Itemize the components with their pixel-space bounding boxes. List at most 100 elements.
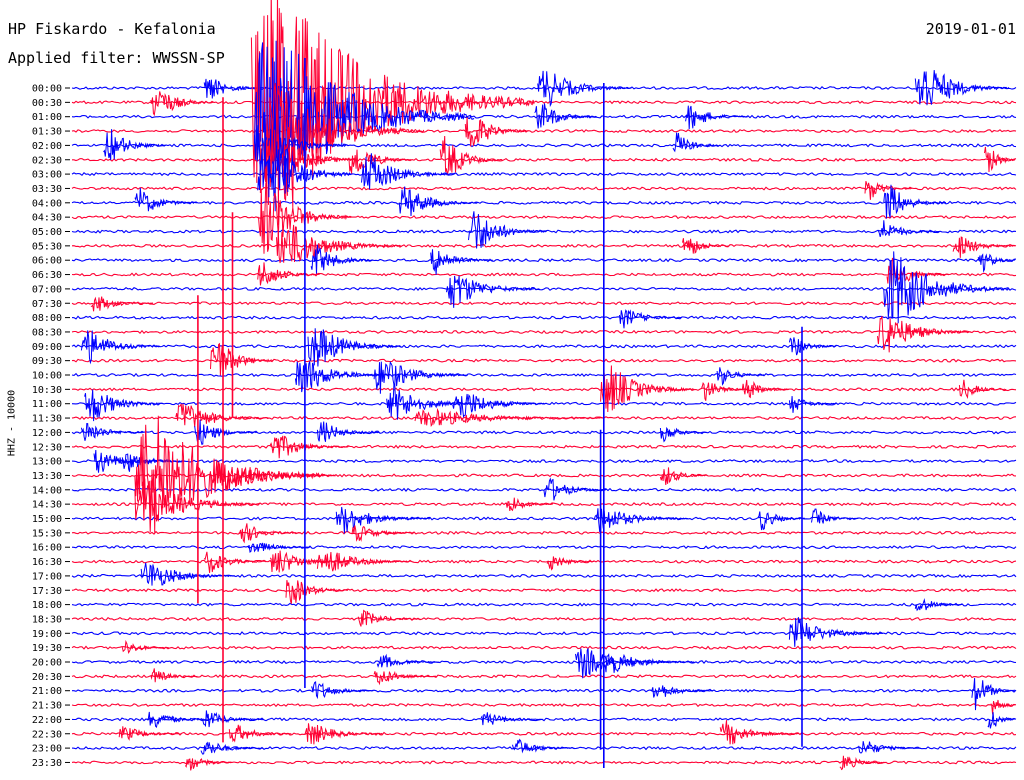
event-waveform <box>685 105 748 130</box>
event-waveform <box>254 40 475 212</box>
trace-line <box>71 487 1017 492</box>
event-waveform <box>788 617 884 647</box>
tick-label: 20:00 <box>32 658 62 669</box>
event-waveform <box>682 238 730 254</box>
tick-label: 06:00 <box>32 256 62 267</box>
event-waveform <box>877 316 972 353</box>
event-waveform <box>263 125 358 183</box>
event-waveform <box>480 712 544 726</box>
trace-line <box>71 258 1017 263</box>
tick-label: 16:00 <box>32 543 62 554</box>
event-waveform <box>600 653 695 673</box>
event-waveform <box>269 435 349 459</box>
event-waveform <box>439 135 503 175</box>
event-waveform <box>294 361 390 393</box>
trace-line <box>71 329 1017 335</box>
event-waveform <box>546 556 594 571</box>
channel-label: HHZ - 10000 <box>6 389 18 457</box>
tick-label: 11:00 <box>32 399 62 410</box>
event-waveform <box>505 497 554 512</box>
trace-line <box>71 344 1017 349</box>
tick-label: 17:00 <box>32 571 62 582</box>
tick-label: 05:30 <box>32 241 62 252</box>
event-waveform <box>90 296 154 312</box>
event-waveform <box>247 542 311 553</box>
tick-label: 22:00 <box>32 715 62 726</box>
trace-line <box>71 659 1017 665</box>
event-waveform <box>757 511 806 531</box>
seismic-events <box>80 0 1016 771</box>
tick-label: 00:30 <box>32 98 62 109</box>
tick-label: 02:30 <box>32 155 62 166</box>
event-waveform <box>672 132 721 153</box>
trace-line <box>71 473 1017 478</box>
trace-line <box>71 301 1017 306</box>
event-waveform <box>839 755 887 771</box>
tick-label: 16:30 <box>32 557 62 568</box>
trace-line <box>71 186 1017 191</box>
event-waveform <box>883 184 947 219</box>
tick-label: 10:00 <box>32 371 62 382</box>
tick-label: 10:30 <box>32 385 62 396</box>
event-waveform <box>351 525 415 542</box>
event-waveform <box>386 383 481 420</box>
tick-label: 07:30 <box>32 299 62 310</box>
event-waveform <box>150 91 214 117</box>
tick-label: 19:00 <box>32 629 62 640</box>
tick-label: 07:00 <box>32 284 62 295</box>
event-waveform <box>203 551 267 573</box>
trace-line <box>71 602 1017 607</box>
trace-line <box>71 645 1017 650</box>
trace-line <box>71 243 1017 248</box>
event-waveform <box>619 309 682 329</box>
event-waveform <box>430 249 493 275</box>
event-waveform <box>310 681 374 700</box>
record-date: 2019-01-01 <box>925 20 1016 38</box>
event-waveform <box>659 426 708 443</box>
event-waveform <box>650 685 714 698</box>
trace-line <box>71 530 1017 535</box>
trace-line <box>71 315 1017 320</box>
trace-line <box>71 172 1017 177</box>
event-waveform <box>452 393 547 418</box>
trace-line <box>71 387 1017 392</box>
trace-line <box>72 157 1017 162</box>
event-waveform <box>147 711 210 728</box>
trace-line <box>71 372 1017 378</box>
trace-line <box>71 358 1017 363</box>
tick-label: 13:30 <box>32 471 62 482</box>
event-waveform <box>194 419 257 445</box>
event-waveform <box>512 738 575 754</box>
event-waveform <box>593 508 689 532</box>
trace-line <box>71 588 1017 593</box>
event-waveform <box>914 70 1010 106</box>
tick-label: 20:30 <box>32 672 62 683</box>
event-waveform <box>80 422 144 441</box>
event-waveform <box>335 506 431 534</box>
event-waveform <box>210 460 336 491</box>
tick-label: 14:30 <box>32 500 62 511</box>
tick-label: 23:00 <box>32 744 62 755</box>
event-waveform <box>348 149 412 174</box>
trace-line <box>71 200 1017 205</box>
event-waveform <box>537 70 632 108</box>
event-waveform <box>121 639 170 655</box>
event-waveform <box>316 551 412 572</box>
event-waveform <box>543 477 607 501</box>
event-waveform <box>971 678 1016 711</box>
event-waveform <box>254 125 349 171</box>
event-waveform <box>464 117 528 148</box>
event-waveform <box>140 562 235 586</box>
event-waveform <box>716 367 764 386</box>
tick-label: 00:00 <box>32 84 62 95</box>
trace-line <box>71 286 1017 291</box>
tick-label: 01:30 <box>32 127 62 138</box>
filter-label: Applied filter: WWSSN-SP <box>8 49 225 67</box>
event-waveform <box>958 379 1007 400</box>
event-waveform <box>534 103 597 129</box>
event-waveform <box>121 453 185 472</box>
event-waveform <box>134 187 198 212</box>
event-waveform <box>80 330 161 365</box>
tick-label: 23:30 <box>32 758 62 769</box>
station-title: HP Fiskardo - Kefalonia <box>8 20 216 38</box>
